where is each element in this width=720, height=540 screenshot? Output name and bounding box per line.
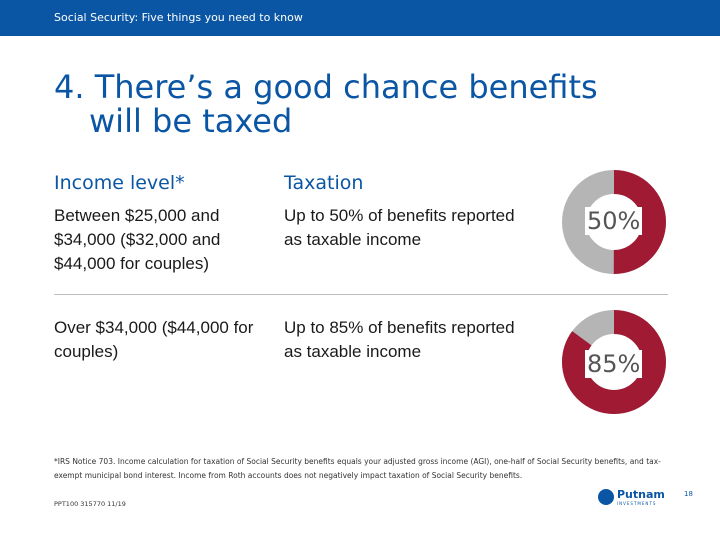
putnam-logo: Putnam INVESTMENTS (598, 488, 678, 508)
taxation-header: Taxation (284, 172, 364, 194)
row-divider (54, 294, 668, 295)
logo-subtitle: INVESTMENTS (617, 501, 657, 506)
income-level-header: Income level* (54, 172, 185, 194)
title-line-1: 4. There’s a good chance benefits (54, 68, 598, 106)
taxation-cell-row-2: Up to 85% of benefits reported as taxabl… (284, 318, 515, 361)
donut-fill (562, 310, 666, 414)
donut-fill (562, 170, 666, 274)
page-number: 18 (684, 490, 693, 498)
logo-icon (598, 489, 614, 505)
percent-label-row-1: 50% (585, 207, 643, 235)
logo-name: Putnam (617, 488, 665, 501)
percent-label-row-2: 85% (585, 350, 643, 378)
slide-title: 4. There’s a good chance benefits will b… (54, 70, 694, 138)
header-text: Social Security: Five things you need to… (54, 11, 303, 24)
income-cell-row-2: Over $34,000 ($44,000 for couples) (54, 318, 254, 361)
donut-chart-50 (562, 170, 666, 274)
document-code: PPT100 315770 11/19 (54, 500, 126, 508)
header-bar: Social Security: Five things you need to… (0, 0, 720, 36)
income-cell-row-1: Between $25,000 and $34,000 ($32,000 and… (54, 206, 221, 273)
title-line-2: will be taxed (89, 102, 293, 140)
footnote: *IRS Notice 703. Income calculation for … (54, 457, 661, 480)
taxation-cell-row-1: Up to 50% of benefits reported as taxabl… (284, 206, 515, 249)
donut-chart-85 (562, 310, 666, 414)
